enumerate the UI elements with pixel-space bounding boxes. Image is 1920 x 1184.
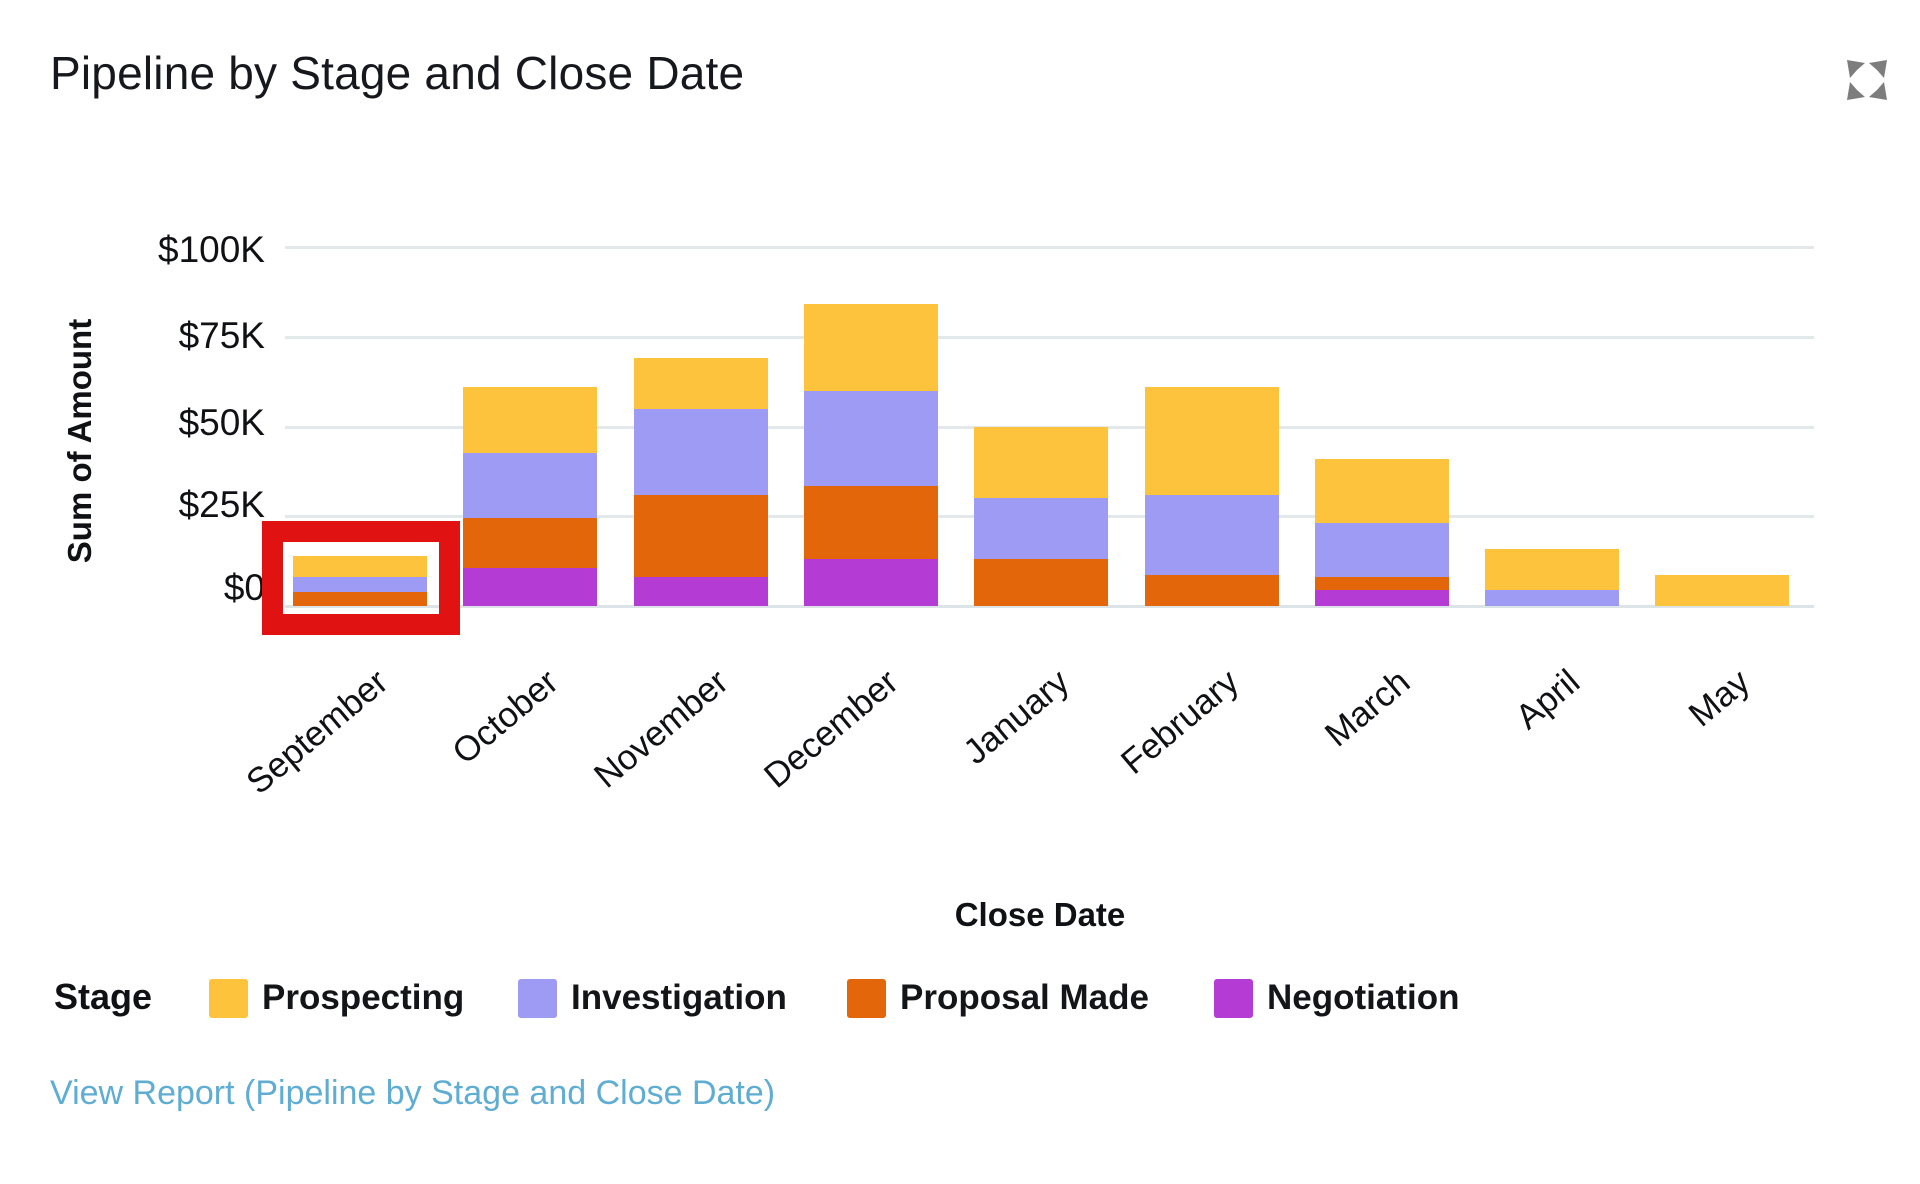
bar-segment-proposal-made[interactable] (463, 518, 598, 569)
highlight-annotation-box (262, 521, 460, 635)
bar-segment-negotiation[interactable] (803, 559, 938, 606)
bar-segment-prospecting[interactable] (803, 304, 938, 391)
x-tick-label: May (1681, 662, 1758, 735)
view-report-link[interactable]: View Report (Pipeline by Stage and Close… (50, 1074, 776, 1112)
bar-segment-investigation[interactable] (803, 390, 938, 486)
x-tick-label: September (238, 662, 396, 802)
y-tick-label: $50K (178, 402, 265, 443)
expand-icon (1842, 60, 1892, 107)
legend-label: Prospecting (262, 978, 465, 1017)
bar-segment-proposal-made[interactable] (1314, 577, 1449, 590)
bar-segment-proposal-made[interactable] (293, 591, 427, 606)
x-tick-label: April (1508, 662, 1588, 737)
bar-segment-proposal-made[interactable] (1144, 575, 1279, 606)
bar-segment-investigation[interactable] (974, 498, 1109, 560)
bar-segment-investigation[interactable] (1314, 523, 1449, 578)
bar-segment-proposal-made[interactable] (803, 485, 938, 560)
gridline (285, 246, 1814, 249)
bar-segment-negotiation[interactable] (1314, 589, 1449, 606)
bar-segment-prospecting[interactable] (1144, 387, 1279, 495)
x-tick-label: March (1317, 662, 1417, 755)
x-tick-label: October (444, 662, 566, 772)
bar-segment-prospecting[interactable] (1485, 548, 1620, 590)
bar-segment-prospecting[interactable] (633, 358, 768, 409)
bar-segment-investigation[interactable] (1485, 589, 1620, 606)
bar-segment-prospecting[interactable] (293, 555, 427, 578)
legend-item-proposal-made: Proposal Made (847, 978, 1149, 1018)
gridline (285, 605, 1814, 608)
x-tick-label: November (586, 662, 736, 796)
legend-swatch (209, 978, 248, 1018)
y-tick-label: $75K (178, 315, 265, 356)
bar-segment-proposal-made[interactable] (633, 494, 768, 578)
legend-swatch (518, 978, 557, 1018)
bar-segment-investigation[interactable] (293, 577, 427, 592)
y-axis-title: Sum of Amount (61, 318, 98, 564)
x-tick-label: December (757, 662, 906, 796)
x-tick-label: February (1114, 662, 1247, 782)
legend-swatch (1214, 978, 1253, 1018)
y-tick-label: $100K (158, 229, 265, 270)
bar-segment-negotiation[interactable] (463, 568, 598, 606)
bar-segment-prospecting[interactable] (1314, 458, 1449, 524)
expand-button[interactable] (1842, 56, 1892, 104)
bar-segment-investigation[interactable] (1144, 494, 1279, 576)
bar-segment-negotiation[interactable] (633, 577, 768, 606)
legend-swatch (847, 978, 886, 1018)
bar-segment-investigation[interactable] (463, 453, 598, 519)
gridline (285, 335, 1814, 339)
legend-label: Negotiation (1267, 978, 1460, 1017)
x-tick-label: January (955, 662, 1077, 772)
legend-title: Stage (54, 976, 153, 1017)
legend-item-prospecting: Prospecting (209, 978, 464, 1018)
legend-item-investigation: Investigation (518, 978, 787, 1018)
legend-item-negotiation: Negotiation (1214, 978, 1459, 1018)
page-title: Pipeline by Stage and Close Date (50, 47, 745, 99)
x-axis-title: Close Date (954, 896, 1126, 933)
bar-segment-prospecting[interactable] (1655, 575, 1790, 606)
y-tick-label: $0 (223, 567, 265, 608)
bar-segment-prospecting[interactable] (974, 426, 1109, 499)
bar-segment-investigation[interactable] (633, 408, 768, 495)
legend-label: Proposal Made (900, 978, 1149, 1017)
bar-segment-prospecting[interactable] (463, 387, 598, 454)
legend-label: Investigation (571, 978, 787, 1017)
bar-segment-proposal-made[interactable] (974, 559, 1109, 606)
y-tick-label: $25K (178, 484, 265, 525)
